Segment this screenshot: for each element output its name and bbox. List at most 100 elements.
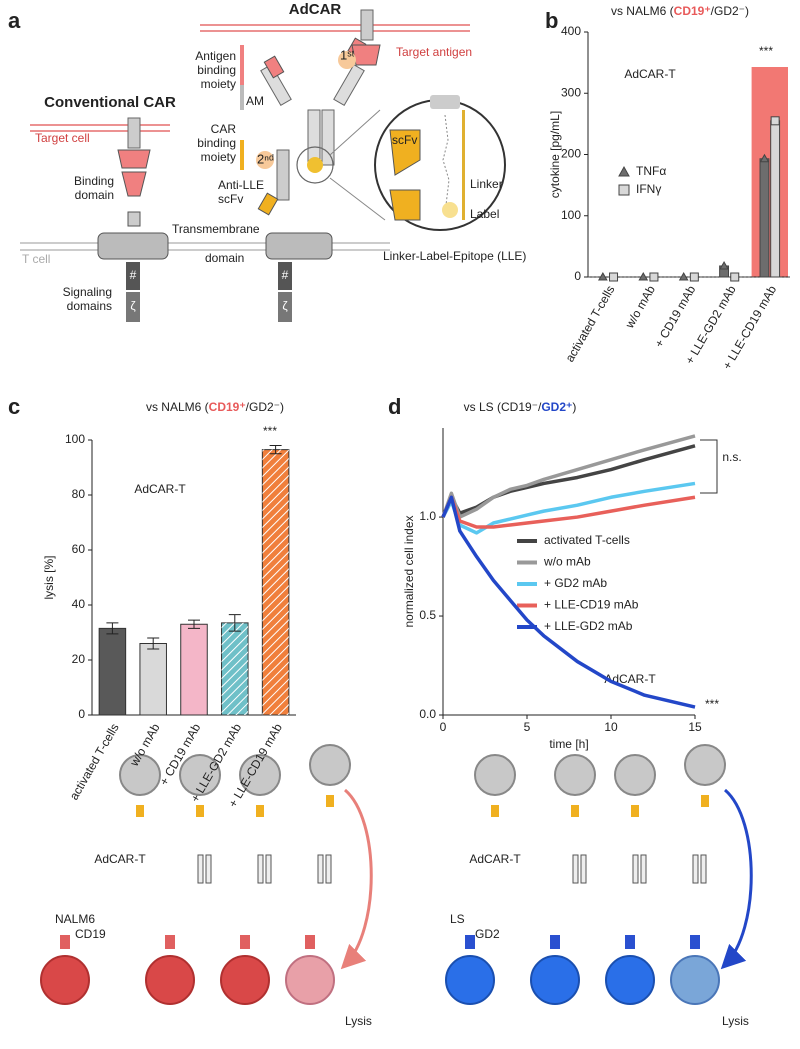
chart-title: vs LS (CD19⁻/GD2⁺) [464, 400, 577, 414]
marker [770, 116, 780, 126]
chart: vs NALM6 (CD19⁺/GD2⁻) 0 20 40 60 80 100 lysis [… [42, 400, 296, 810]
zeta-label: ζ [282, 299, 288, 313]
y-tick-label: 0 [78, 707, 85, 721]
y-tick-label: 1.0 [419, 509, 436, 523]
t-cell-label: T cell [22, 252, 50, 266]
marker [678, 271, 689, 281]
legend-label: + GD2 mAb [544, 576, 607, 590]
marker [638, 271, 649, 281]
error-bar [228, 614, 241, 632]
title-part: GD2⁺ [541, 400, 572, 414]
panel-letter: b [545, 8, 558, 33]
title-part: /GD2⁻) [711, 4, 749, 18]
annotation: *** [263, 424, 277, 438]
error-bar [106, 622, 119, 635]
transmembrane-label: domain [205, 251, 244, 265]
x-axis-label: time [h] [549, 737, 588, 751]
target-cell-label: Target cell [35, 131, 90, 145]
bar [770, 120, 781, 278]
car-binding-label: CAR [211, 122, 237, 136]
title-part: ) [572, 400, 576, 414]
x-tick-label: w/o mAb [622, 283, 658, 332]
x-tick-label: activated T-cells [563, 283, 618, 364]
highlight-band [751, 67, 788, 277]
antigen-binding-label: binding [197, 63, 236, 77]
marker [719, 260, 729, 270]
signaling-label: domains [67, 299, 112, 313]
y-tick-label: 0.5 [419, 608, 436, 622]
hash-label: # [282, 268, 289, 282]
am-label: AM [246, 94, 264, 108]
annotation: AdCAR-T [624, 67, 676, 81]
error-bar [269, 445, 282, 455]
y-tick-label: 400 [561, 24, 581, 38]
scfv-label: scFv [392, 133, 417, 147]
y-axis-label: normalized cell index [402, 515, 416, 627]
bottom-diagram-left: AdCAR-T NALM6 CD19 Lysis [40, 744, 373, 1028]
chart: vs NALM6 (CD19⁺/GD2⁻) 0 100 200 300 400 cytoki… [548, 4, 790, 372]
legend-marker [618, 184, 630, 196]
x-tick-label: 5 [524, 720, 531, 734]
linker-label: Linker [470, 177, 503, 191]
marker [759, 153, 770, 163]
bar [759, 158, 770, 278]
bar [139, 643, 167, 716]
legend-label: + LLE-GD2 mAb [544, 619, 633, 633]
legend-label: activated T-cells [544, 533, 630, 547]
bar [98, 627, 127, 716]
x-tick-label: 10 [604, 720, 618, 734]
y-tick-label: 100 [561, 208, 581, 222]
error-bar [147, 637, 160, 650]
x-tick-label: 0 [440, 720, 447, 734]
antigen-label: CD19 [75, 927, 106, 941]
legend-label: w/o mAb [543, 555, 591, 569]
tumor-label: NALM6 [55, 912, 95, 926]
x-tick-label: activated T-cells [67, 721, 122, 802]
chart-title: vs NALM6 (CD19⁺/GD2⁻) [611, 4, 749, 18]
lle-label: Linker-Label-Epitope (LLE) [383, 249, 526, 263]
title-part: /GD2⁻) [246, 400, 284, 414]
legend-label: + LLE-CD19 mAb [544, 598, 639, 612]
y-tick-label: 80 [72, 487, 86, 501]
t-cell-label: AdCAR-T [469, 852, 521, 866]
target-antigen-label: Target antigen [396, 45, 472, 59]
antigen-binding-label: Antigen [195, 49, 236, 63]
signaling-label: Signaling [63, 285, 112, 299]
lysis-label: Lysis [722, 1014, 749, 1028]
y-tick-label: 60 [72, 542, 86, 556]
legend-label: TNFα [636, 164, 666, 178]
annotation: AdCAR-T [134, 482, 186, 496]
annotation: *** [759, 44, 773, 58]
line [441, 495, 696, 709]
bar-hatch [262, 449, 289, 715]
car-binding-label: binding [197, 136, 236, 150]
label-label: Label [470, 207, 499, 221]
line [441, 495, 696, 529]
car-binding-label: moiety [201, 150, 236, 164]
title-part: vs NALM6 ( [611, 4, 674, 18]
t-cell-label: AdCAR-T [94, 852, 146, 866]
diagram-a: # ζ # ζ C [20, 1, 526, 322]
transmembrane-label: Transmembrane [172, 222, 260, 236]
x-tick-label: + CD19 mAb [652, 283, 699, 350]
antigen-binding-label: moiety [201, 77, 236, 91]
anti-lle-label: Anti-LLE [218, 178, 264, 192]
marker [689, 272, 699, 282]
y-tick-label: 0.0 [419, 707, 436, 721]
legend-label: IFNγ [636, 182, 661, 196]
marker [609, 272, 619, 282]
bar-hatch [221, 622, 249, 715]
error-bar [188, 619, 200, 629]
y-tick-label: 300 [561, 85, 581, 99]
binding-domain-label: Binding [74, 174, 114, 188]
x-tick-label: 15 [688, 720, 702, 734]
y-axis-label: lysis [%] [42, 555, 56, 599]
marker [598, 271, 608, 281]
y-tick-label: 100 [65, 432, 85, 446]
title-part: CD19⁺ [674, 4, 711, 18]
conventional-title: Conventional CAR [44, 94, 176, 111]
ns-bracket [700, 439, 718, 494]
antigen-label: GD2 [475, 927, 500, 941]
